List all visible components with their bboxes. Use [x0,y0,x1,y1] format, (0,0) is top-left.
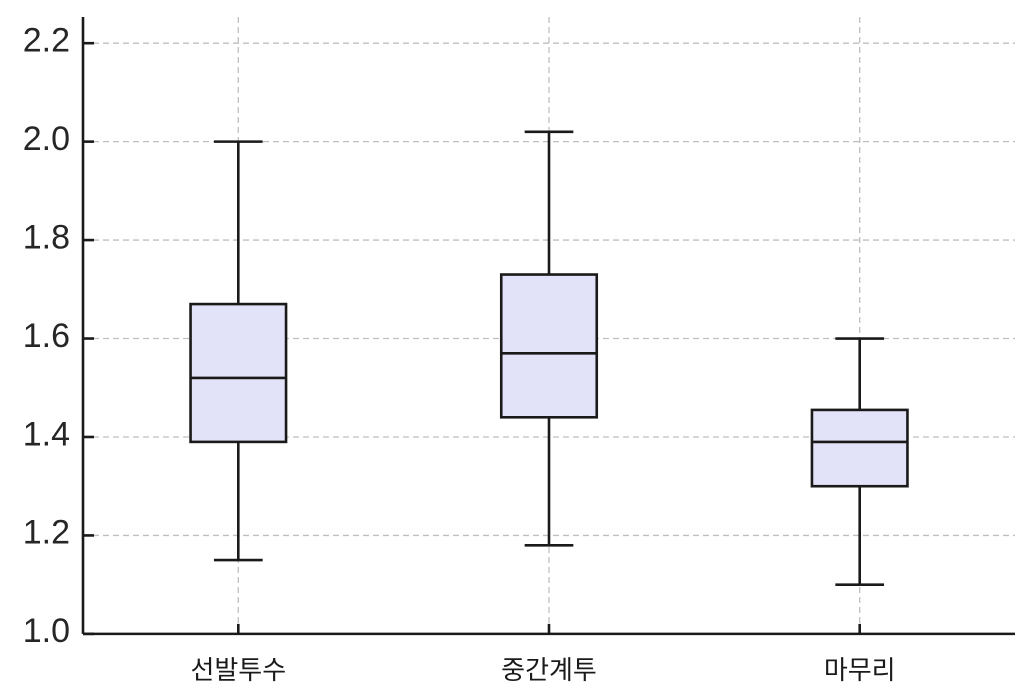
svg-text:1.6: 1.6 [23,317,70,355]
svg-text:1.8: 1.8 [23,218,70,256]
svg-text:1.0: 1.0 [23,612,70,650]
svg-text:중간계투: 중간계투 [501,655,597,685]
svg-text:선발투수: 선발투수 [190,655,286,685]
svg-text:마무리: 마무리 [824,655,896,685]
svg-text:2.2: 2.2 [23,22,70,60]
svg-text:1.4: 1.4 [23,415,70,453]
svg-text:2.0: 2.0 [23,120,70,158]
svg-text:1.2: 1.2 [23,514,70,552]
